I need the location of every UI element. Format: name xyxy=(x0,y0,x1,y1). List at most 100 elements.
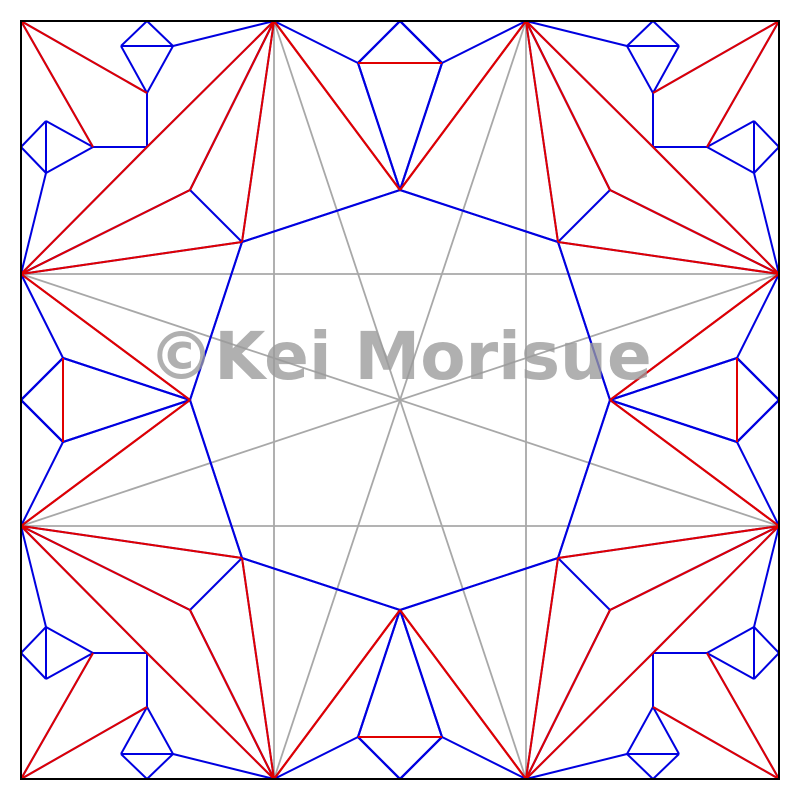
mountain-line xyxy=(20,652,94,780)
mountain-line xyxy=(20,525,191,611)
valley-line xyxy=(20,626,47,654)
paper-border xyxy=(20,20,780,780)
valley-line xyxy=(706,626,755,654)
valley-line xyxy=(45,146,94,174)
valley-line xyxy=(20,146,47,174)
valley-line xyxy=(120,45,148,94)
mountain-line xyxy=(399,609,527,780)
valley-line xyxy=(736,357,780,401)
valley-line xyxy=(120,753,148,780)
valley-line xyxy=(736,273,780,359)
mountain-line xyxy=(273,609,401,780)
valley-line xyxy=(20,441,64,527)
valley-line xyxy=(146,20,174,47)
mountain-line xyxy=(189,20,275,191)
auxiliary-line xyxy=(20,273,780,527)
valley-line xyxy=(626,45,654,94)
valley-line xyxy=(399,736,443,780)
mountain-line xyxy=(652,706,780,780)
mountain-line xyxy=(273,20,401,191)
mountain-line xyxy=(20,399,191,527)
mountain-line xyxy=(609,273,780,401)
valley-line xyxy=(45,652,94,680)
mountain-fold-lines xyxy=(20,20,780,780)
valley-line xyxy=(652,45,680,94)
valley-line xyxy=(557,241,611,401)
valley-line xyxy=(399,20,443,64)
mountain-line xyxy=(525,557,559,780)
mountain-line xyxy=(609,189,780,275)
mountain-line xyxy=(652,525,780,654)
valley-line xyxy=(736,441,780,527)
valley-line xyxy=(357,20,401,64)
mountain-line xyxy=(20,273,191,401)
valley-line xyxy=(441,20,527,64)
valley-line xyxy=(20,120,47,148)
valley-line xyxy=(357,736,401,780)
valley-line xyxy=(62,357,191,401)
valley-line xyxy=(736,399,780,443)
valley-line xyxy=(62,399,191,443)
valley-line xyxy=(652,706,680,755)
valley-line xyxy=(241,557,401,611)
valley-line xyxy=(441,736,527,780)
valley-line xyxy=(626,706,654,755)
valley-line xyxy=(706,652,755,680)
valley-line xyxy=(399,189,559,243)
valley-line xyxy=(753,626,780,654)
valley-line xyxy=(45,626,94,654)
valley-line xyxy=(706,120,755,148)
valley-line xyxy=(626,753,654,780)
mountain-line xyxy=(20,706,148,780)
valley-line xyxy=(399,609,443,738)
mountain-line xyxy=(525,20,611,191)
valley-line xyxy=(45,120,94,148)
valley-line xyxy=(189,189,243,243)
valley-line xyxy=(609,399,738,443)
valley-line xyxy=(652,753,680,780)
mountain-line xyxy=(241,557,275,780)
mountain-line xyxy=(20,241,243,275)
valley-line xyxy=(146,45,174,94)
mountain-line xyxy=(609,525,780,611)
valley-line xyxy=(189,241,243,401)
valley-line xyxy=(273,20,359,64)
mountain-line xyxy=(20,189,191,275)
mountain-line xyxy=(557,525,780,559)
valley-line xyxy=(146,706,174,755)
valley-line xyxy=(557,189,611,243)
valley-line xyxy=(357,609,401,738)
valley-line xyxy=(20,399,64,443)
mountain-line xyxy=(525,20,559,243)
mountain-line xyxy=(706,20,780,148)
valley-line xyxy=(146,753,174,780)
valley-line xyxy=(20,525,47,628)
valley-line xyxy=(557,399,611,559)
valley-line xyxy=(399,62,443,191)
valley-line xyxy=(120,706,148,755)
valley-line xyxy=(273,736,359,780)
valley-line xyxy=(753,146,780,174)
mountain-line xyxy=(652,146,780,275)
valley-line xyxy=(189,557,243,611)
valley-line xyxy=(189,399,243,559)
valley-line xyxy=(525,753,628,780)
mountain-line xyxy=(20,20,94,148)
valley-line xyxy=(753,120,780,148)
valley-line xyxy=(241,189,401,243)
mountain-line xyxy=(146,652,275,780)
mountain-line xyxy=(189,609,275,780)
valley-line xyxy=(172,753,275,780)
mountain-line xyxy=(20,525,243,559)
mountain-line xyxy=(609,399,780,527)
valley-line xyxy=(652,20,680,47)
mountain-line xyxy=(20,525,148,654)
valley-line xyxy=(20,652,47,680)
valley-line xyxy=(753,652,780,680)
valley-line xyxy=(357,62,401,191)
valley-line xyxy=(20,172,47,275)
mountain-line xyxy=(241,20,275,243)
valley-line xyxy=(20,357,64,401)
valley-line xyxy=(753,525,780,628)
valley-line xyxy=(20,273,64,359)
